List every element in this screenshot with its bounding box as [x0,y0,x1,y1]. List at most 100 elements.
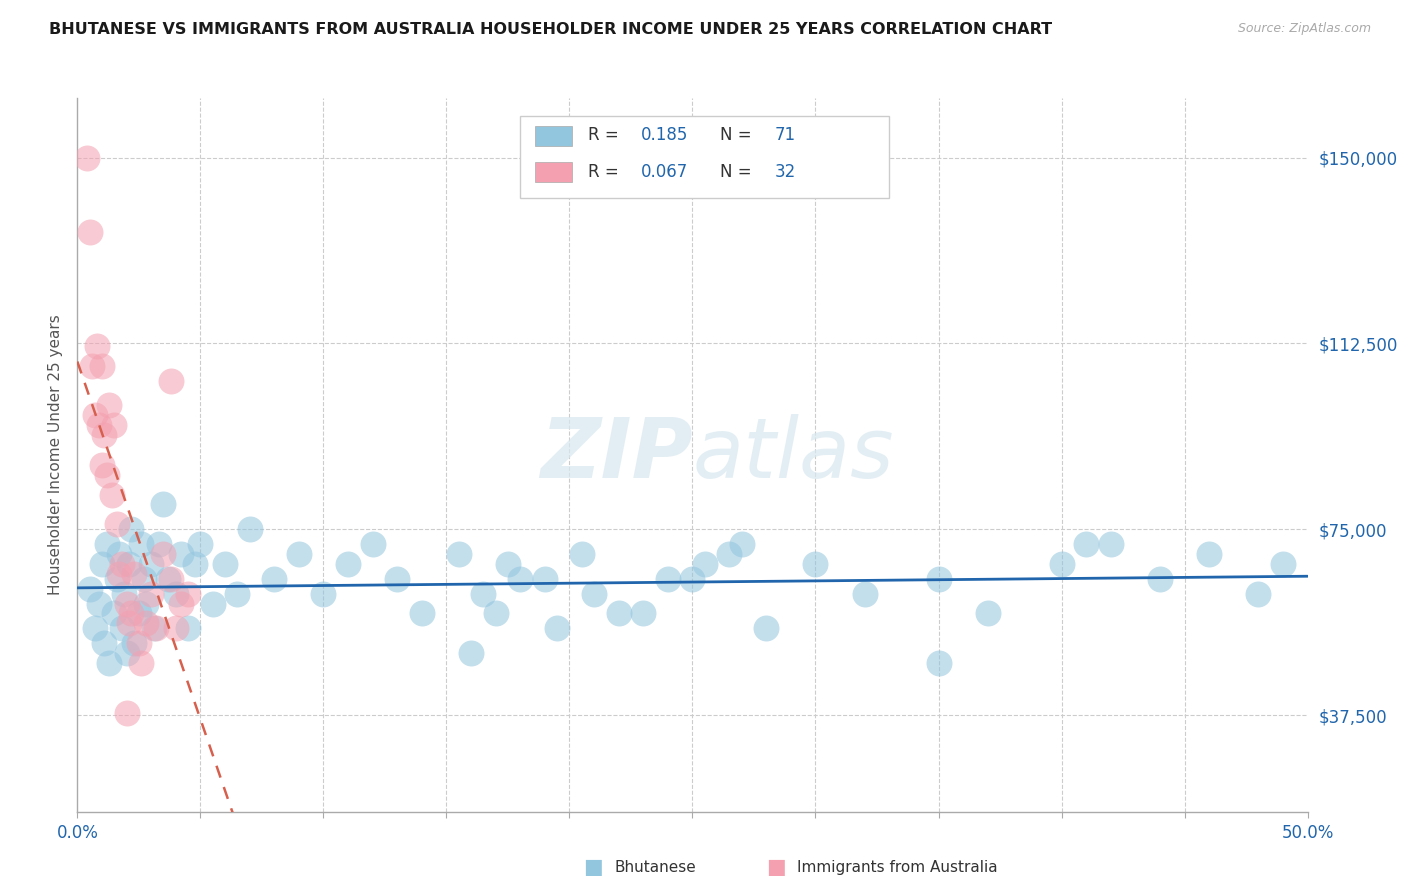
Point [115,646,138,660]
Point [118,616,141,631]
Point [145,621,167,635]
Point [546,621,568,635]
Point [128,607,150,621]
Point [731,537,754,551]
Point [103,418,125,433]
Point [79,582,101,596]
Text: ZIP: ZIP [540,415,693,495]
Point [129,656,153,670]
Point [1247,587,1270,601]
Point [977,607,1000,621]
Point [928,656,950,670]
Point [177,621,200,635]
Point [76,151,98,165]
Point [1076,537,1098,551]
Point [853,587,876,601]
Point [89,597,111,611]
Point [693,557,716,571]
Point [132,572,155,586]
Point [361,537,384,551]
Point [96,537,118,551]
Point [226,587,249,601]
Point [214,557,236,571]
Text: atlas: atlas [693,415,894,495]
Point [86,339,108,353]
Point [496,557,519,571]
Text: ■: ■ [583,857,603,877]
Point [108,566,131,581]
Point [122,566,145,581]
Point [718,547,741,561]
Point [239,522,262,536]
Point [188,537,212,551]
Point [90,359,114,373]
Text: R =: R = [588,162,624,180]
Point [633,607,655,621]
Point [135,597,157,611]
Point [118,557,141,571]
Point [105,572,128,586]
Point [170,597,193,611]
Point [141,557,163,571]
Point [135,616,157,631]
Point [755,621,778,635]
Point [108,547,131,561]
Text: N =: N = [720,127,756,145]
Text: 32: 32 [775,162,796,180]
Point [165,587,187,601]
Point [157,572,180,586]
Point [201,597,224,611]
Point [160,374,183,388]
Point [152,547,174,561]
Bar [536,126,572,146]
Point [93,636,115,650]
Point [111,557,132,571]
Point [312,587,335,601]
Point [122,636,145,650]
Point [96,467,118,482]
Point [90,557,114,571]
Text: N =: N = [720,162,756,180]
Point [1050,557,1073,571]
Point [1149,572,1171,586]
Point [472,587,495,601]
Point [105,517,128,532]
Point [79,225,101,239]
Point [657,572,679,586]
Point [263,572,285,586]
Point [411,607,433,621]
Point [288,547,311,561]
Point [121,522,143,536]
Point [103,607,125,621]
Point [583,587,606,601]
Point [170,547,193,561]
Point [83,621,105,635]
Y-axis label: Householder Income Under 25 years: Householder Income Under 25 years [48,315,63,595]
Point [128,636,150,650]
Point [804,557,827,571]
Point [115,706,138,720]
Point [337,557,360,571]
Point [98,398,121,412]
Text: R =: R = [588,127,624,145]
Point [141,587,163,601]
Point [1198,547,1220,561]
Point [90,458,114,472]
Text: Immigrants from Australia: Immigrants from Australia [797,860,998,874]
Point [115,597,138,611]
Point [607,607,630,621]
Point [89,418,111,433]
Bar [536,161,572,182]
Point [385,572,409,586]
Point [121,607,143,621]
Point [101,487,124,501]
Point [460,646,482,660]
Point [1272,557,1295,571]
Text: BHUTANESE VS IMMIGRANTS FROM AUSTRALIA HOUSEHOLDER INCOME UNDER 25 YEARS CORRELA: BHUTANESE VS IMMIGRANTS FROM AUSTRALIA H… [49,22,1052,37]
Point [1099,537,1122,551]
Text: 71: 71 [775,127,796,145]
Point [129,537,153,551]
Text: Bhutanese: Bhutanese [614,860,696,874]
Point [165,621,187,635]
Point [928,572,950,586]
